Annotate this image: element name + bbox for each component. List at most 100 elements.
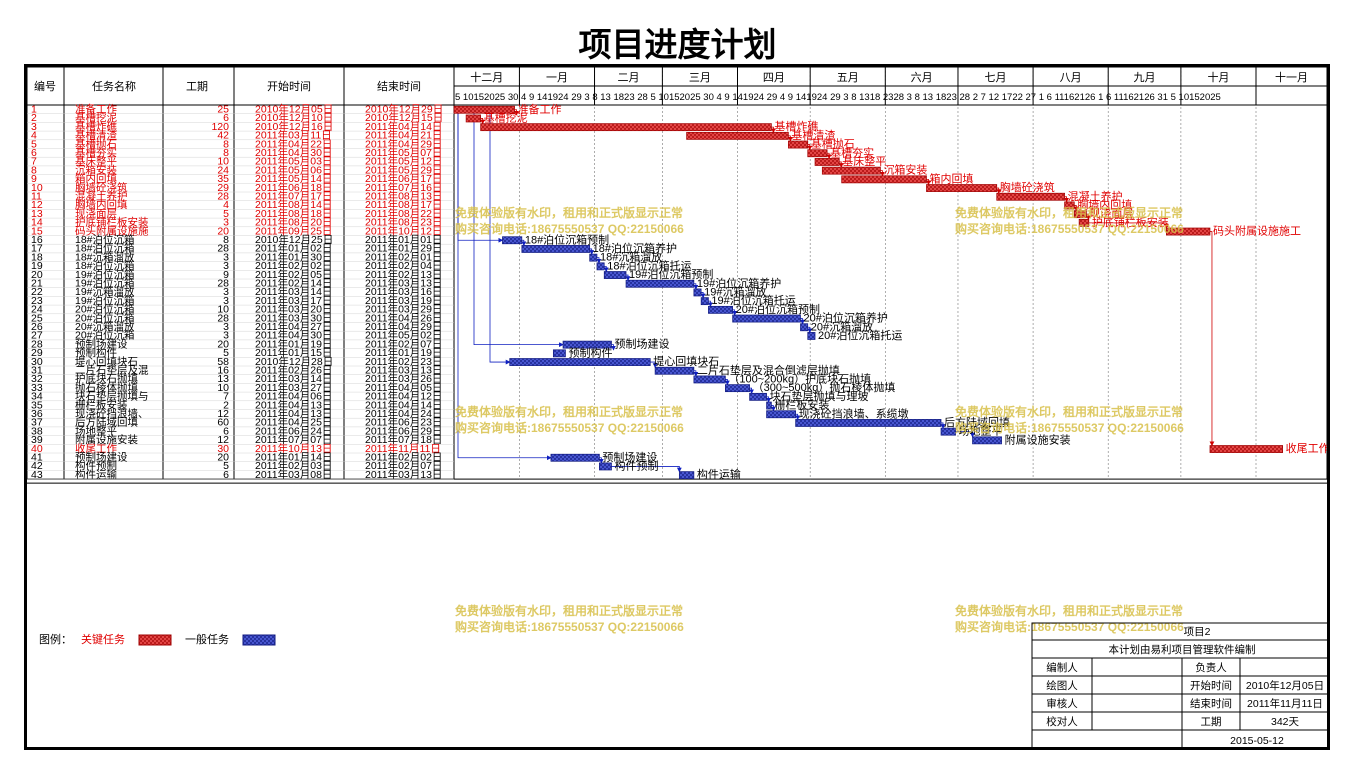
table-row[interactable]: 8 沉箱安装 24 2011年05月06日 2011年05月29日	[27, 163, 454, 176]
task-bar[interactable]	[708, 305, 733, 314]
task-bar[interactable]	[795, 419, 942, 427]
task-bar[interactable]	[480, 123, 772, 132]
task-bar[interactable]	[996, 192, 1065, 201]
table-row[interactable]: 28 预制场建设 20 2011年01月19日 2011年02月07日	[27, 337, 454, 350]
task-bar[interactable]	[725, 384, 750, 393]
task-bar[interactable]	[807, 149, 828, 158]
table-row[interactable]: 14 护底铺栏板安装 3 2011年08月20日 2011年08月23日	[27, 216, 454, 229]
watermark-line2: 购买咨询电话:18675550537 QQ:22150066	[955, 619, 1184, 634]
row-name: 护底块石抛填	[75, 372, 138, 385]
row-name: 构件预制	[75, 459, 117, 472]
task-bar[interactable]	[562, 340, 612, 349]
task-bar[interactable]	[972, 436, 1002, 445]
table-row[interactable]: 22 19#沉箱溜放 3 2011年03月14日 2011年03月16日	[27, 285, 454, 298]
table-row[interactable]: 35 栅栏板安装 2 2011年04月13日 2011年04月14日	[27, 398, 454, 411]
task-bar-label: 预制构件	[568, 345, 612, 359]
task-bar[interactable]	[700, 297, 709, 306]
task-bar[interactable]	[926, 184, 998, 192]
table-row[interactable]: 34 块石垫层抛填与 7 2011年04月06日 2011年04月12日	[27, 390, 454, 403]
table-row[interactable]: 17 18#泊位沉箱 28 2011年01月02日 2011年01月29日	[27, 242, 454, 255]
task-bar[interactable]	[1166, 227, 1211, 236]
task-bar[interactable]	[800, 323, 809, 332]
table-row[interactable]: 26 20#沉箱溜放 3 2011年04月27日 2011年04月29日	[27, 320, 454, 333]
task-bar[interactable]	[686, 131, 789, 140]
table-row[interactable]: 16 18#泊位沉箱 8 2010年12月25日 2011年01月01日	[27, 233, 454, 246]
table-row[interactable]: 43 构件运输 6 2011年03月08日 2011年03月13日	[27, 468, 454, 481]
task-bar[interactable]	[940, 427, 956, 436]
task-bar[interactable]	[465, 114, 482, 123]
task-bar[interactable]	[1073, 210, 1087, 219]
table-row[interactable]: 13 现浇面层 5 2011年08月18日 2011年08月22日	[27, 207, 454, 220]
task-bar[interactable]	[788, 140, 809, 149]
table-row[interactable]: 29 预制构件 5 2011年01月15日 2011年01月19日	[27, 346, 454, 359]
tb-end-label: 结束时间	[1190, 697, 1232, 710]
task-bar[interactable]	[693, 288, 702, 297]
task-bar[interactable]	[814, 158, 840, 166]
table-row[interactable]: 24 20#泊位沉箱 10 2011年03月20日 2011年03月29日	[27, 303, 454, 316]
task-bar[interactable]	[1209, 445, 1284, 453]
table-row[interactable]: 25 20#泊位沉箱 28 2011年03月30日 2011年04月26日	[27, 311, 454, 324]
task-bar[interactable]	[821, 166, 881, 175]
task-bar[interactable]	[766, 401, 772, 410]
table-row[interactable]: 3 基槽炸礁 120 2010年12月16日 2011年04月14日	[27, 120, 454, 133]
task-bar[interactable]	[502, 236, 523, 245]
task-bar[interactable]	[766, 410, 796, 419]
table-row[interactable]: 2 基槽挖泥 6 2010年12月10日 2010年12月15日	[27, 111, 454, 124]
table-row[interactable]: 10 胸墙砼浇筑 29 2011年06月18日 2011年07月16日	[27, 181, 454, 194]
table-row[interactable]: 36 现浇砼挡浪墙、 12 2011年04月13日 2011年04月24日	[27, 407, 454, 420]
table-row[interactable]: 41 预制场建设 20 2011年01月14日 2011年02月02日	[27, 451, 454, 464]
table-row[interactable]: 6 基槽夯实 8 2011年04月30日 2011年05月07日	[27, 146, 454, 159]
table-row[interactable]: 42 构件预制 5 2011年02月03日 2011年02月07日	[27, 459, 454, 472]
task-bar[interactable]	[521, 245, 591, 253]
task-bar[interactable]	[589, 253, 598, 262]
table-row[interactable]: 33 抛石棱体抛填 10 2011年03月27日 2011年04月05日	[27, 381, 454, 394]
table-row[interactable]: 32 护底块石抛填 13 2011年03月14日 2011年03月26日	[27, 372, 454, 385]
task-bar[interactable]	[749, 392, 767, 401]
task-bar[interactable]	[841, 175, 927, 184]
task-bar-label: 块石垫层抛填与理坡	[770, 389, 869, 403]
task-bar[interactable]	[1078, 218, 1090, 227]
table-row[interactable]: 31 二片石垫层及混 16 2011年02月26日 2011年03月13日	[27, 364, 454, 377]
task-bar-label: 胸墙内回填	[1077, 198, 1132, 212]
task-bar[interactable]	[596, 262, 605, 271]
table-row[interactable]: 11 混凝土养护 28 2011年07月17日 2011年08月13日	[27, 190, 454, 203]
row-start: 2011年04月13日	[255, 398, 332, 411]
task-bar[interactable]	[453, 105, 515, 114]
task-bar[interactable]	[509, 358, 651, 366]
table-row[interactable]: 23 19#泊位沉箱 3 2011年03月17日 2011年03月19日	[27, 294, 454, 307]
table-row[interactable]: 7 基床整平 10 2011年05月03日 2011年05月12日	[27, 155, 454, 168]
dependency-arrow	[603, 265, 609, 273]
table-row[interactable]: 4 基槽清渣 42 2011年03月11日 2011年04月21日	[27, 129, 454, 142]
table-row[interactable]: 37 后方陆域回填 60 2011年04月25日 2011年06月23日	[27, 416, 454, 429]
task-bar[interactable]	[654, 366, 695, 375]
table-row[interactable]: 20 19#泊位沉箱 9 2011年02月05日 2011年02月13日	[27, 268, 454, 281]
table-row[interactable]: 39 附属设施安装 12 2011年07月07日 2011年07月18日	[27, 433, 454, 446]
task-bar[interactable]	[625, 279, 695, 288]
row-end: 2011年07月16日	[365, 181, 442, 194]
table-row[interactable]: 15 码头附属设施施 20 2011年09月25日 2011年10月12日	[27, 224, 454, 237]
task-bar[interactable]	[599, 462, 612, 471]
task-bar[interactable]	[552, 349, 566, 358]
task-bar[interactable]	[693, 375, 726, 384]
dependency-arrow	[880, 170, 885, 177]
task-bar[interactable]	[603, 271, 627, 279]
table-row[interactable]: 1 准备工作 25 2010年12月05日 2010年12月29日	[27, 103, 454, 116]
task-bar[interactable]	[732, 314, 801, 323]
table-row[interactable]: 38 场地整平 6 2011年06月24日 2011年06月29日	[27, 424, 454, 437]
table-row[interactable]: 27 20#泊位沉箱 3 2011年04月30日 2011年05月02日	[27, 329, 454, 342]
table-row[interactable]: 18 18#沉箱溜放 3 2011年01月30日 2011年02月01日	[27, 250, 454, 263]
row-duration: 29	[217, 182, 229, 194]
table-row[interactable]: 19 18#泊位沉箱 3 2011年02月02日 2011年02月04日	[27, 259, 454, 272]
table-row[interactable]: 40 收尾工作 30 2011年10月13日 2011年11月11日	[27, 442, 454, 455]
task-bar[interactable]	[807, 332, 816, 340]
table-row[interactable]: 30 堤心回填块石 58 2010年12月28日 2011年02月23日	[27, 355, 454, 368]
task-bar[interactable]	[678, 471, 695, 480]
task-bar[interactable]	[550, 453, 600, 462]
task-bar-label: 二片石垫层及混合倒滤层抛填	[697, 363, 840, 377]
table-row[interactable]: 21 19#泊位沉箱 28 2011年02月14日 2011年03月13日	[27, 277, 454, 290]
row-start: 2011年04月30日	[255, 329, 332, 342]
table-row[interactable]: 5 基槽抛石 8 2011年04月22日 2011年04月29日	[27, 137, 454, 150]
table-row[interactable]: 9 箱内回填 35 2011年05月14日 2011年06月17日	[27, 172, 454, 185]
table-row[interactable]: 12 胸墙内回填 4 2011年08月14日 2011年08月17日	[27, 198, 454, 211]
task-bar[interactable]	[1064, 201, 1075, 210]
